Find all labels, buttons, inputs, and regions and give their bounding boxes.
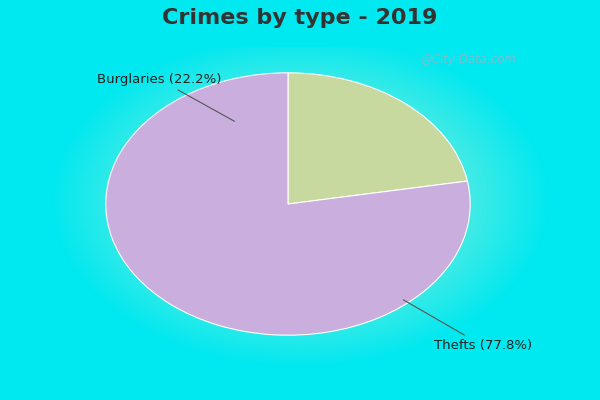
Text: Thefts (77.8%): Thefts (77.8%)	[403, 300, 532, 352]
Text: Burglaries (22.2%): Burglaries (22.2%)	[97, 73, 235, 121]
Wedge shape	[288, 73, 467, 204]
Text: Crimes by type - 2019: Crimes by type - 2019	[163, 8, 437, 28]
Text: @City-Data.com: @City-Data.com	[420, 53, 516, 66]
Wedge shape	[106, 73, 470, 335]
